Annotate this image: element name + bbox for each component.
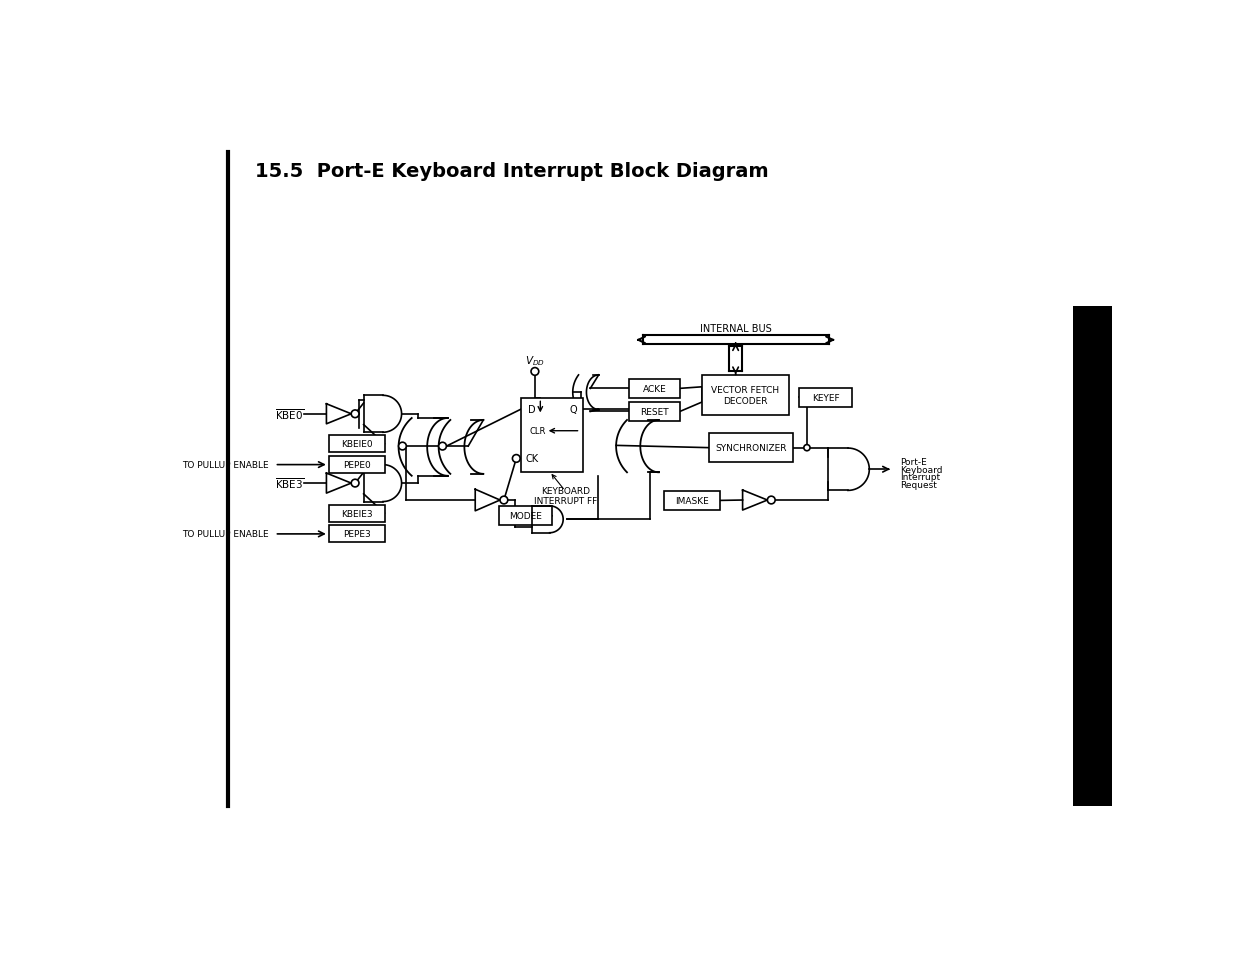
Circle shape: [804, 445, 810, 452]
Text: $\overline{\mathrm{KBE3}}$: $\overline{\mathrm{KBE3}}$: [275, 476, 305, 491]
Bar: [630, 379, 679, 398]
Text: IMASKE: IMASKE: [676, 497, 709, 505]
Circle shape: [500, 497, 508, 504]
Circle shape: [531, 368, 538, 375]
Text: $\overline{\mathrm{KBE0}}$: $\overline{\mathrm{KBE0}}$: [275, 407, 305, 421]
Text: Keyboard: Keyboard: [900, 465, 942, 475]
Bar: [329, 505, 384, 522]
Circle shape: [351, 479, 359, 487]
Text: CK: CK: [525, 454, 538, 464]
Text: KEYEF: KEYEF: [811, 394, 840, 402]
Bar: [664, 491, 720, 511]
Text: D: D: [529, 405, 536, 415]
Text: RESET: RESET: [640, 408, 669, 416]
Circle shape: [438, 443, 446, 451]
Text: SYNCHRONIZER: SYNCHRONIZER: [715, 444, 787, 453]
Bar: [630, 403, 679, 421]
Text: KBEIE0: KBEIE0: [341, 440, 373, 449]
Text: INTERRUPT FF: INTERRUPT FF: [534, 496, 597, 505]
Circle shape: [399, 443, 406, 451]
Text: KEYBOARD: KEYBOARD: [541, 487, 589, 496]
Text: $V_{DD}$: $V_{DD}$: [525, 354, 545, 368]
Text: VECTOR FETCH: VECTOR FETCH: [711, 386, 779, 395]
Text: 15.5  Port-E Keyboard Interrupt Block Diagram: 15.5 Port-E Keyboard Interrupt Block Dia…: [256, 162, 768, 181]
Text: PEPE3: PEPE3: [343, 530, 370, 538]
Bar: [799, 388, 852, 408]
Text: INTERNAL BUS: INTERNAL BUS: [700, 323, 772, 334]
Text: DECODER: DECODER: [722, 396, 768, 406]
Circle shape: [513, 456, 520, 463]
Text: KBEIE3: KBEIE3: [341, 509, 373, 518]
Bar: [701, 375, 789, 416]
Bar: [709, 434, 793, 463]
Text: Interrupt: Interrupt: [900, 473, 940, 482]
Text: ACKE: ACKE: [642, 384, 667, 394]
Bar: [329, 436, 384, 453]
Text: MODEE: MODEE: [509, 512, 542, 520]
Text: CLR: CLR: [530, 427, 546, 436]
Text: Q: Q: [569, 405, 578, 415]
Text: Request: Request: [900, 480, 937, 490]
Bar: [1073, 307, 1112, 806]
Text: Port-E: Port-E: [900, 457, 926, 467]
Circle shape: [767, 497, 776, 504]
Text: TO PULLUP ENABLE: TO PULLUP ENABLE: [183, 530, 269, 538]
Text: PEPE0: PEPE0: [343, 460, 370, 470]
Bar: [329, 456, 384, 474]
Bar: [499, 507, 552, 526]
Bar: [521, 399, 583, 472]
Circle shape: [351, 411, 359, 418]
Bar: [329, 526, 384, 543]
Text: TO PULLUP ENABLE: TO PULLUP ENABLE: [183, 460, 269, 470]
